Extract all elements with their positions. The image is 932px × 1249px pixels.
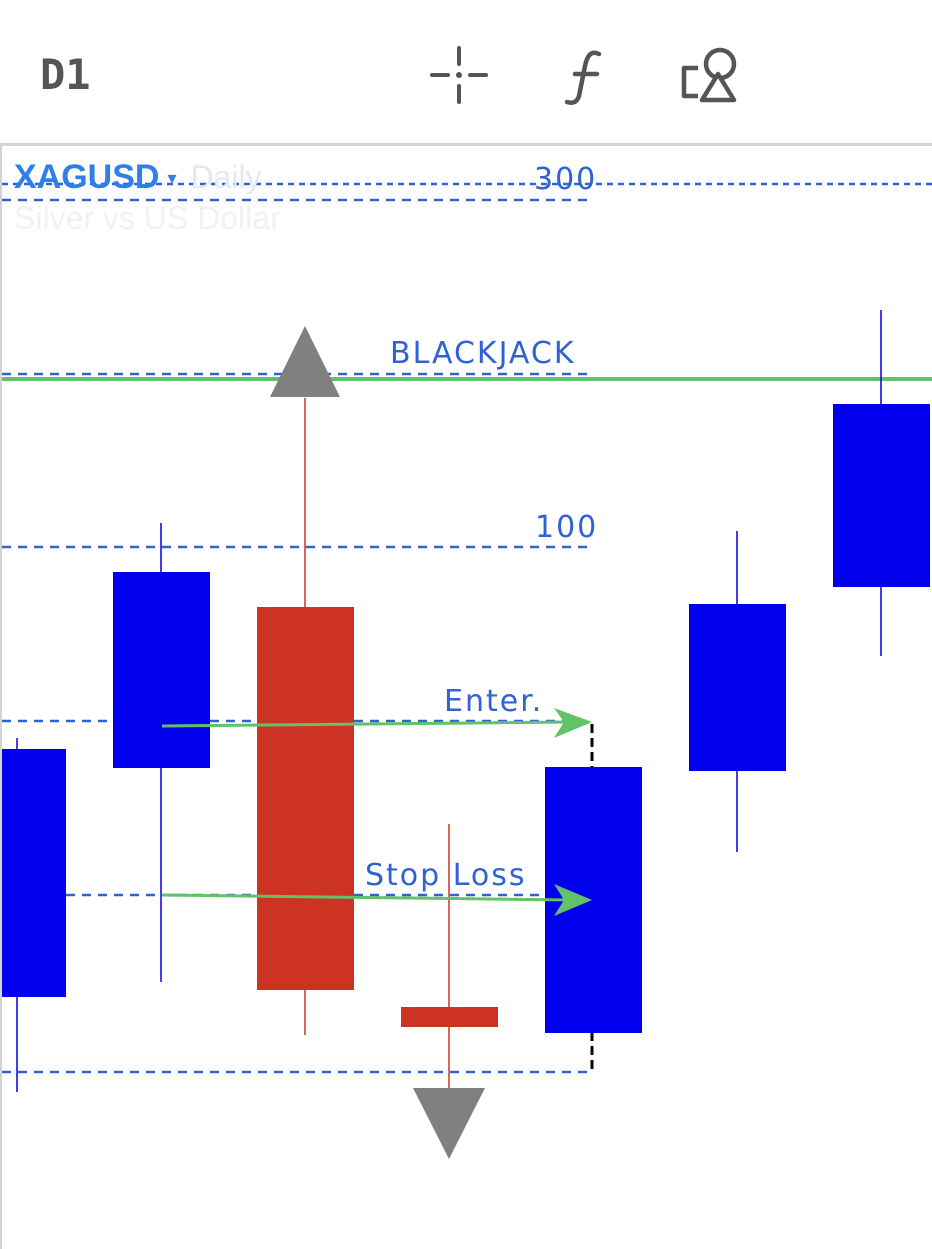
sell-arrow-icon[interactable] — [413, 1088, 485, 1159]
crosshair-icon — [430, 46, 488, 104]
toolbar: D1 — [0, 0, 932, 146]
candle-1[interactable] — [2, 738, 66, 1092]
candle-7[interactable] — [833, 310, 930, 656]
buy-arrow-icon[interactable] — [270, 326, 340, 397]
symbol-name[interactable]: XAGUSD — [14, 158, 160, 196]
level-label-enter: Enter. — [444, 684, 544, 719]
chart-area[interactable]: XAGUSD ▾ Daily Silver vs US Dollar 300 BLA… — [0, 146, 932, 1249]
level-label-300: 300 — [534, 162, 598, 197]
function-icon — [564, 50, 602, 105]
enter-arrow[interactable] — [161, 708, 592, 738]
shapes-icon — [681, 47, 737, 103]
indicators-button[interactable] — [555, 42, 621, 108]
objects-button[interactable] — [676, 42, 742, 108]
chart-canvas[interactable] — [2, 146, 932, 1249]
timeframe-button[interactable]: D1 — [40, 50, 91, 99]
crosshair-button[interactable] — [426, 42, 492, 108]
candle-4[interactable] — [401, 824, 498, 1091]
level-label-blackjack: BLACKJACK — [390, 336, 576, 371]
level-label-stop-loss: Stop Loss — [365, 858, 527, 893]
symbol-period: Daily — [190, 159, 262, 195]
level-label-100: 100 — [535, 510, 599, 545]
candle-6[interactable] — [689, 531, 786, 852]
stop-loss-arrow[interactable] — [161, 884, 592, 916]
candle-3[interactable] — [257, 398, 354, 1035]
symbol-description: Silver vs US Dollar — [14, 200, 281, 236]
symbol-dropdown-icon[interactable]: ▾ — [167, 168, 177, 189]
candle-2[interactable] — [113, 523, 210, 982]
symbol-header: XAGUSD ▾ Daily — [14, 158, 262, 197]
